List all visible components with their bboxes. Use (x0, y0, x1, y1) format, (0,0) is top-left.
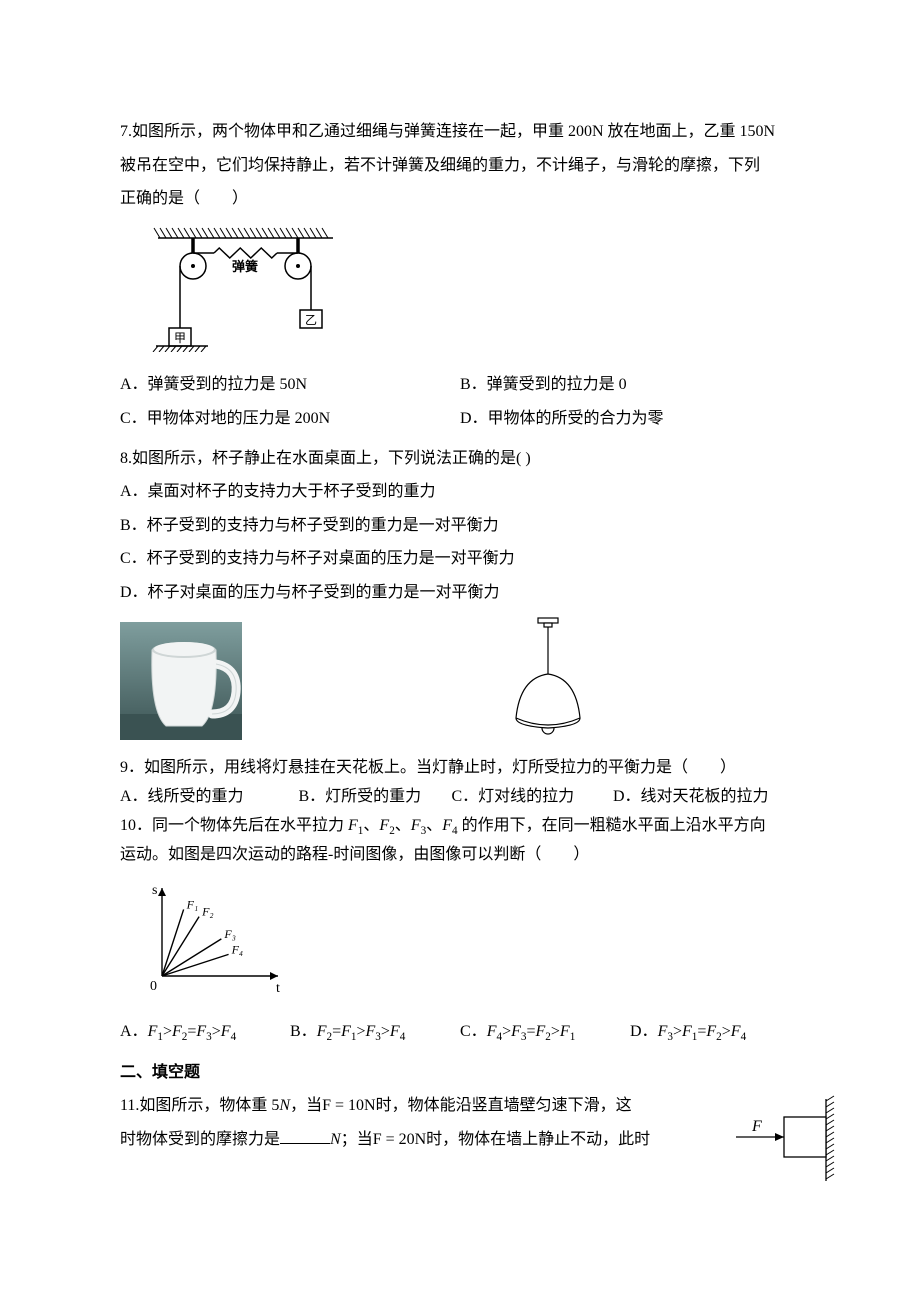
q9-lamp-figure (502, 614, 594, 753)
q10-opt-c-expr: F4>F3=F2>F1 (487, 1023, 576, 1040)
q11-l2-a: 时物体受到的摩擦力是 (120, 1131, 280, 1148)
q11-block: F 11.如图所示，物体重 5N，当F = 10N时，物体能沿竖直墙壁匀速下滑，… (120, 1089, 800, 1156)
svg-text:F₂: F₂ (201, 904, 214, 918)
q8-option-b: B．杯子受到的支持力与杯子受到的重力是一对平衡力 (120, 509, 800, 543)
svg-text:0: 0 (150, 979, 157, 994)
q11-l2-b: ；当F = 20N时，物体在墙上静止不动，此时 (341, 1131, 650, 1148)
q7-option-c: C．甲物体对地的压力是 200N (120, 402, 460, 436)
q7-stem-line-2: 被吊在空中，它们均保持静止，若不计弹簧及细绳的重力，不计绳子，与滑轮的摩擦，下列 (120, 149, 800, 183)
q8-stem: 8.如图所示，杯子静止在水面桌面上，下列说法正确的是( ) (120, 442, 800, 476)
q10-opt-d-expr: F3>F1=F2>F4 (658, 1023, 747, 1040)
q10-block: 10．同一个物体先后在水平拉力 F1、F2、F3、F4 的作用下，在同一粗糙水平… (120, 812, 800, 870)
q11-figure: F (730, 1095, 840, 1198)
q11-line-1: 11.如图所示，物体重 5N，当F = 10N时，物体能沿竖直墙壁匀速下滑，这 (120, 1089, 800, 1123)
pendant-lamp-icon (502, 614, 594, 740)
q7-stem: 7.如图所示，两个物体甲和乙通过细绳与弹簧连接在一起，甲重 200N 放在地面上… (120, 115, 800, 216)
svg-text:F₄: F₄ (231, 942, 244, 956)
q8-cup-photo (120, 622, 242, 753)
cup-photo-icon (120, 622, 242, 740)
q9-option-a: A．线所受的重力 (120, 783, 299, 812)
q10-forces-list: F1、F2、F3、F4 (348, 817, 458, 834)
q9-option-b: B．灯所受的重力 (299, 783, 452, 812)
q10-stem-line-2: 运动。如图是四次运动的路程-时间图像，由图像可以判断（ ） (120, 841, 800, 870)
pulley-spring-diagram: 弹簧甲 乙 (138, 224, 353, 352)
wall-block-force-diagram: F (730, 1095, 840, 1185)
q11-l1-b: ，当F = 10N时，物体能沿竖直墙壁匀速下滑，这 (290, 1097, 631, 1114)
section-2-title: 二、填空题 (120, 1056, 800, 1090)
q11-n-unit-2: N (330, 1131, 341, 1148)
svg-text:s: s (152, 883, 157, 898)
q10-opt-c-prefix: C． (460, 1023, 487, 1040)
svg-text:t: t (276, 981, 280, 996)
q10-stem-line-1: 10．同一个物体先后在水平拉力 F1、F2、F3、F4 的作用下，在同一粗糙水平… (120, 812, 800, 841)
svg-text:乙: 乙 (305, 313, 317, 327)
q10-opt-a-expr: F1>F2=F3>F4 (148, 1023, 237, 1040)
svg-text:弹簧: 弹簧 (232, 259, 258, 274)
q10-opt-d-prefix: D． (630, 1023, 658, 1040)
q11-line-2: 时物体受到的摩擦力是 N；当F = 20N时，物体在墙上静止不动，此时 (120, 1123, 800, 1157)
q10-stem-post: 的作用下，在同一粗糙水平面上沿水平方向 (458, 817, 766, 834)
q10-option-b: B．F2=F1>F3>F4 (290, 1018, 460, 1047)
q7-figure: 弹簧甲 乙 (138, 224, 800, 365)
q10-option-a: A．F1>F2=F3>F4 (120, 1018, 290, 1047)
q9-block: 9．如图所示，用线将灯悬挂在天花板上。当灯静止时，灯所受拉力的平衡力是（ ） A… (120, 754, 800, 812)
q7-option-d: D．甲物体的所受的合力为零 (460, 402, 800, 436)
q10-opt-a-prefix: A． (120, 1023, 148, 1040)
q9-option-d: D．线对天花板的拉力 (613, 783, 800, 812)
q10-stem-pre: 10．同一个物体先后在水平拉力 (120, 817, 348, 834)
svg-text:甲: 甲 (174, 331, 186, 345)
q11-n-unit-1: N (279, 1097, 290, 1114)
q7-option-b: B．弹簧受到的拉力是 0 (460, 368, 800, 402)
q10-options: A．F1>F2=F3>F4 B．F2=F1>F3>F4 C．F4>F3=F2>F… (120, 1018, 800, 1047)
q9-option-c: C．灯对线的拉力 (452, 783, 614, 812)
q7-stem-line-3: 正确的是（ ） (120, 182, 800, 216)
q10-graph: s t 0 F₁F₂ F₃F₄ (138, 878, 800, 1011)
q10-option-d: D．F3>F1=F2>F4 (630, 1018, 800, 1047)
q8-q9-figures-row (120, 614, 800, 753)
q10-opt-b-prefix: B． (290, 1023, 317, 1040)
q8-option-c: C．杯子受到的支持力与杯子对桌面的压力是一对平衡力 (120, 542, 800, 576)
distance-time-graph: s t 0 F₁F₂ F₃F₄ (138, 878, 288, 998)
q10-option-c: C．F4>F3=F2>F1 (460, 1018, 630, 1047)
svg-text:F: F (751, 1118, 762, 1135)
q8-option-d: D．杯子对桌面的压力与杯子受到的重力是一对平衡力 (120, 576, 800, 610)
svg-text:F₃: F₃ (223, 927, 236, 941)
q11-blank (280, 1127, 330, 1144)
q7-stem-line-1: 7.如图所示，两个物体甲和乙通过细绳与弹簧连接在一起，甲重 200N 放在地面上… (120, 115, 800, 149)
q7-options: A．弹簧受到的拉力是 50N B．弹簧受到的拉力是 0 C．甲物体对地的压力是 … (120, 368, 800, 435)
svg-text:F₁: F₁ (186, 897, 199, 911)
q7-option-a: A．弹簧受到的拉力是 50N (120, 368, 460, 402)
q8-option-a: A．桌面对杯子的支持力大于杯子受到的重力 (120, 475, 800, 509)
q9-options: A．线所受的重力 B．灯所受的重力 C．灯对线的拉力 D．线对天花板的拉力 (120, 783, 800, 812)
q9-stem: 9．如图所示，用线将灯悬挂在天花板上。当灯静止时，灯所受拉力的平衡力是（ ） (120, 754, 800, 783)
q10-opt-b-expr: F2=F1>F3>F4 (317, 1023, 406, 1040)
q11-l1-a: 11.如图所示，物体重 5 (120, 1097, 279, 1114)
